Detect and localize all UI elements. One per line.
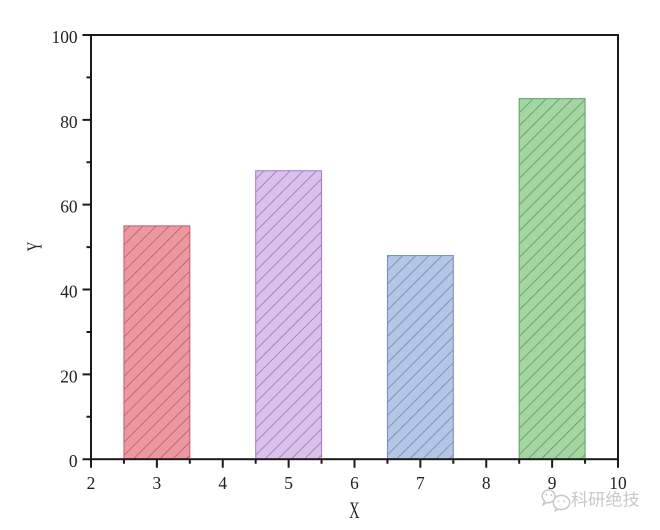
- svg-text:100: 100: [52, 27, 78, 47]
- svg-text:4: 4: [218, 473, 227, 493]
- svg-text:20: 20: [60, 366, 78, 386]
- svg-text:5: 5: [284, 473, 293, 493]
- svg-text:X: X: [349, 499, 359, 524]
- svg-text:Y: Y: [22, 242, 46, 252]
- svg-text:0: 0: [69, 451, 78, 471]
- svg-text:2: 2: [87, 473, 96, 493]
- svg-text:9: 9: [548, 473, 557, 493]
- svg-text:7: 7: [416, 473, 425, 493]
- svg-text:60: 60: [60, 197, 78, 217]
- svg-text:40: 40: [60, 281, 78, 301]
- svg-text:8: 8: [482, 473, 491, 493]
- svg-text:3: 3: [153, 473, 162, 493]
- svg-text:80: 80: [60, 112, 78, 132]
- svg-text:10: 10: [609, 473, 627, 493]
- svg-text:6: 6: [350, 473, 359, 493]
